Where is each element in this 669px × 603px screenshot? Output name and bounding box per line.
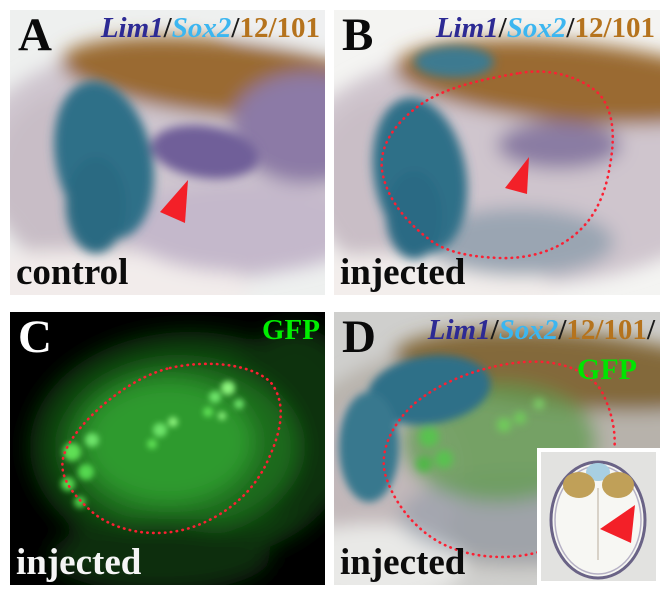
panel-letter: C xyxy=(18,312,52,363)
stain-label: / xyxy=(566,12,575,44)
stain-label: Lim1 xyxy=(427,314,491,346)
gfp-legend: GFP xyxy=(262,314,320,347)
stain-label: Sox2 xyxy=(498,314,559,346)
stain-label: / xyxy=(558,314,567,346)
gfp-glow xyxy=(83,380,253,504)
lim1-stain-region xyxy=(151,125,259,179)
stain-label: 12/101 xyxy=(239,12,320,44)
stain-legend: Lim1/Sox2/12/101 xyxy=(101,12,320,45)
panel-c-gfp: C GFP injected xyxy=(10,312,325,585)
condition-caption: injected xyxy=(340,252,466,294)
red-arrowhead-icon xyxy=(160,180,188,223)
section-neural-stain xyxy=(586,463,610,481)
panel-d-merge: D Lim1/Sox2/12/101/ GFP injected xyxy=(334,312,660,585)
stain-label: / xyxy=(498,12,507,44)
injected-region-outline xyxy=(61,362,282,535)
injected-embryo-photo xyxy=(334,10,660,295)
stain-label: / xyxy=(646,314,655,346)
panel-letter: B xyxy=(342,10,374,61)
condition-caption: injected xyxy=(16,542,142,584)
injected-region-outline xyxy=(380,70,615,260)
section-somite-left xyxy=(563,472,595,498)
merged-embryo-photo xyxy=(334,312,660,585)
stain-legend: Lim1/Sox2/12/101 xyxy=(436,12,655,45)
section-somite-right xyxy=(602,472,634,498)
stain-label: / xyxy=(231,12,240,44)
lim1-stain-region xyxy=(497,121,621,169)
gfp-fluorescence-photo xyxy=(10,312,325,585)
panel-letter: D xyxy=(342,312,376,363)
sox2-stain-region xyxy=(367,355,491,425)
red-arrowhead-icon xyxy=(505,157,529,194)
stain-label: Lim1 xyxy=(435,12,499,44)
panel-a-control: A Lim1/Sox2/12/101 control xyxy=(10,10,325,295)
panel-b-injected: B Lim1/Sox2/12/101 injected xyxy=(334,10,660,295)
stain-label: / xyxy=(490,314,499,346)
stain-label: Lim1 xyxy=(100,12,164,44)
stain-label: GFP xyxy=(577,353,637,386)
stain-label: Sox2 xyxy=(506,12,567,44)
stain-label: / xyxy=(163,12,172,44)
control-embryo-photo xyxy=(10,10,325,295)
stain-label: 12/101 xyxy=(566,314,647,346)
stain-label: Sox2 xyxy=(171,12,232,44)
red-arrowhead-icon xyxy=(600,505,635,543)
panel-letter: A xyxy=(18,10,52,61)
injected-region-outline xyxy=(382,360,616,559)
condition-caption: control xyxy=(16,252,129,294)
stain-legend: Lim1/Sox2/12/101/ xyxy=(428,314,655,347)
gfp-legend: GFP xyxy=(577,353,637,386)
stain-label: 12/101 xyxy=(574,12,655,44)
condition-caption: injected xyxy=(340,542,466,584)
stain-label: GFP xyxy=(262,314,320,346)
transverse-section-inset xyxy=(537,448,660,585)
